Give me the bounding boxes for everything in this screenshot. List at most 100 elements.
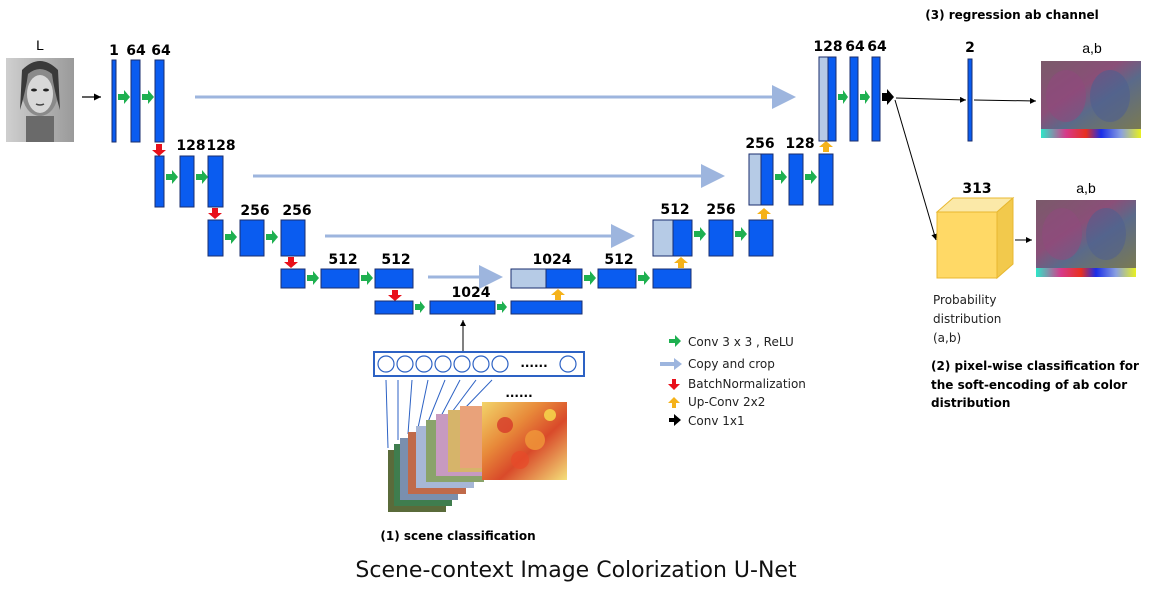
block-dec3-b xyxy=(708,219,734,257)
regression-title: (3) regression ab channel xyxy=(925,8,1099,22)
label-enc1-a: 1 xyxy=(109,43,119,59)
scene-title: (1) scene classification xyxy=(380,529,535,543)
figure-caption: Scene-context Image Colorization U-Net xyxy=(355,558,797,583)
block-dec4-copy xyxy=(510,268,547,289)
classification-title-1: (2) pixel-wise classification for xyxy=(931,359,1139,373)
green-arrow-icon xyxy=(266,230,278,244)
green-arrow-icon xyxy=(118,90,130,104)
vector-node xyxy=(453,355,471,373)
scene-fan-arrows xyxy=(385,379,493,449)
input-image xyxy=(6,58,74,142)
black-arrow-icon xyxy=(882,89,894,105)
block-dec1-a xyxy=(827,56,837,142)
orange-arrow-icon xyxy=(819,141,833,152)
regression-head: (3) regression ab channel 2 a,b xyxy=(895,8,1141,142)
label-dec1-a: 128 xyxy=(813,39,842,55)
encoder-level-2: 128 128 xyxy=(154,138,236,219)
encoder-level-3: 256 256 xyxy=(207,203,312,268)
green-arrow-icon xyxy=(638,271,650,285)
label-dec1-c: 64 xyxy=(867,39,887,55)
green-arrow-icon xyxy=(860,90,870,104)
orange-arrow-icon xyxy=(757,208,771,219)
decoder-level-2: 256 128 xyxy=(745,136,834,206)
block-enc3-a xyxy=(207,219,224,257)
classification-arrow-in xyxy=(894,99,938,241)
green-arrow-icon xyxy=(735,227,747,241)
scene-branch: ...... ... xyxy=(373,320,585,543)
encoder-level-4: 512 512 xyxy=(280,252,414,301)
classification-title-2: the soft-encoding of ab color xyxy=(931,378,1127,392)
input-label: L xyxy=(36,37,44,53)
green-arrow-icon xyxy=(361,271,373,285)
regression-block xyxy=(967,58,973,142)
block-dec3-copy xyxy=(652,219,674,257)
label-enc4-b: 512 xyxy=(381,252,410,268)
block-enc3-c xyxy=(280,219,306,257)
green-arrow-icon xyxy=(166,170,178,184)
green-arrow-icon xyxy=(497,301,507,313)
vector-node xyxy=(559,355,577,373)
label-dec1-b: 64 xyxy=(845,39,865,55)
label-dec2-a: 256 xyxy=(745,136,774,152)
bottleneck: 1024 xyxy=(374,285,583,315)
label-enc2-b: 128 xyxy=(206,138,235,154)
orange-arrow-icon xyxy=(674,257,688,268)
label-bottleneck: 1024 xyxy=(452,285,491,301)
label-dec4-b: 512 xyxy=(604,252,633,268)
vector-node xyxy=(434,355,452,373)
red-arrow-icon xyxy=(388,290,402,301)
vector-node xyxy=(491,355,509,373)
block-dec2-c xyxy=(818,153,834,206)
green-arrow-icon xyxy=(805,170,817,184)
green-arrow-icon xyxy=(838,90,848,104)
label-enc3-a: 256 xyxy=(240,203,269,219)
block-enc2-c xyxy=(207,155,224,208)
label-dec3-a: 512 xyxy=(660,202,689,218)
decoder-level-3: 512 256 xyxy=(652,202,774,257)
orange-arrow-icon xyxy=(668,397,680,408)
regression-arrow-out xyxy=(973,97,1037,104)
vector-ellipsis: ...... xyxy=(520,356,547,370)
block-dec1-copy xyxy=(818,56,829,142)
block-dec3-a xyxy=(672,219,693,257)
block-dec2-copy xyxy=(748,153,762,206)
block-bottleneck-c xyxy=(510,300,583,315)
block-dec3-c xyxy=(748,219,774,257)
block-dec1-b xyxy=(849,56,859,142)
stack-ellipsis: ...... xyxy=(505,386,532,400)
legend: Conv 3 x 3 , ReLU Copy and crop BatchNor… xyxy=(660,335,806,428)
label-dec3-b: 256 xyxy=(706,202,735,218)
probability-label-3: (a,b) xyxy=(933,331,961,345)
block-dec4-a xyxy=(545,268,583,289)
label-enc4-a: 512 xyxy=(328,252,357,268)
legend-label-copy: Copy and crop xyxy=(688,357,775,371)
legend-label-bn: BatchNormalization xyxy=(688,377,806,391)
probability-label-2: distribution xyxy=(933,312,1001,326)
legend-label-upconv: Up-Conv 2x2 xyxy=(688,395,765,409)
classification-output-label: a,b xyxy=(1076,180,1096,196)
vector-node xyxy=(472,355,490,373)
red-arrow-icon xyxy=(152,144,166,156)
label-dec2-b: 128 xyxy=(785,136,814,152)
red-arrow-icon xyxy=(668,379,680,390)
block-dec1-c xyxy=(871,56,881,142)
orange-arrow-icon xyxy=(551,289,565,300)
label-enc1-b: 64 xyxy=(126,43,146,59)
probability-label-1: Probability xyxy=(933,293,996,307)
black-arrow-icon xyxy=(669,414,681,426)
green-arrow-icon xyxy=(775,170,787,184)
green-arrow-icon xyxy=(142,90,154,104)
green-arrow-icon xyxy=(584,271,596,285)
label-enc1-c: 64 xyxy=(151,43,171,59)
classification-channels: 313 xyxy=(962,181,991,197)
block-enc2-b xyxy=(179,155,195,208)
block-dec2-a xyxy=(760,153,774,206)
decoder-level-4: 1024 512 xyxy=(510,252,692,289)
classification-output-image xyxy=(1036,200,1136,277)
probability-cube xyxy=(935,196,1015,280)
regression-output-image xyxy=(1041,61,1141,138)
green-arrow-icon xyxy=(307,271,319,285)
regression-channels: 2 xyxy=(965,40,975,56)
block-enc4-a xyxy=(280,268,306,289)
block-enc1-c xyxy=(154,59,165,143)
